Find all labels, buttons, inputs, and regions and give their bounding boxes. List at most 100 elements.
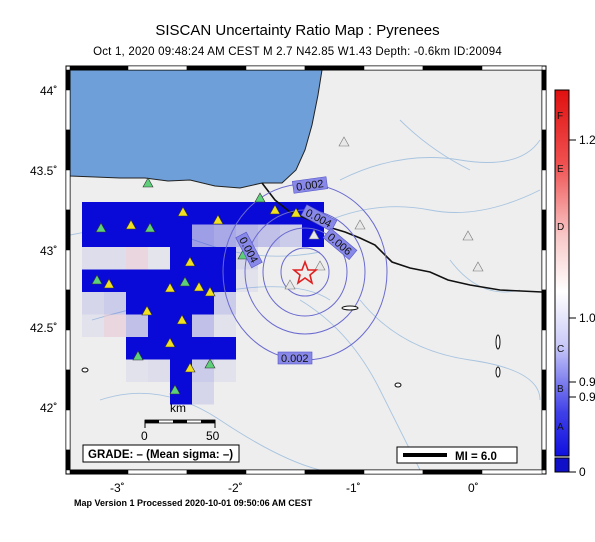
grid-cell bbox=[214, 224, 236, 247]
grid-cell bbox=[82, 269, 104, 292]
scale-end: 50 bbox=[206, 429, 220, 443]
grid-cell bbox=[170, 292, 192, 315]
station-triangle-icon bbox=[176, 314, 188, 325]
frame-segment bbox=[245, 65, 306, 71]
station-triangle-icon bbox=[125, 219, 137, 230]
frame-segment bbox=[65, 69, 71, 91]
station-triangle-icon bbox=[308, 229, 320, 240]
station-triangle-icon bbox=[254, 192, 266, 203]
grid-cell bbox=[170, 337, 192, 360]
grade-box: GRADE: – (Mean sigma: –) bbox=[82, 444, 240, 463]
lon-minus-3: -3˚ bbox=[110, 481, 125, 495]
grid-cell bbox=[104, 269, 126, 292]
frame-segment bbox=[69, 469, 129, 475]
mi-text: MI = 6.0 bbox=[455, 451, 497, 463]
colorbar-value-2: 1.0 bbox=[579, 311, 595, 325]
frame-segment bbox=[541, 169, 547, 211]
grid-cell bbox=[170, 224, 192, 247]
station-triangle-icon bbox=[95, 222, 107, 233]
map-frame bbox=[65, 65, 547, 475]
lon-labels: -3˚ -2˚ -1˚ 0˚ bbox=[110, 481, 479, 495]
frame-segment bbox=[304, 65, 365, 71]
grid-cell bbox=[170, 314, 192, 337]
frame-segment bbox=[65, 169, 71, 211]
frame-segment bbox=[245, 469, 306, 475]
mi-box: MI = 6.0 bbox=[396, 446, 518, 464]
grid-cell bbox=[104, 224, 126, 247]
station-triangle-icon bbox=[314, 260, 326, 271]
station-triangle-icon bbox=[462, 230, 474, 241]
grid-cell bbox=[126, 269, 148, 292]
grid-cell bbox=[192, 292, 214, 315]
frame-segment bbox=[541, 409, 547, 451]
frame-segment bbox=[541, 129, 547, 171]
footer-note: Map Version 1 Processed 2020-10-01 09:50… bbox=[74, 498, 313, 508]
frame-segment bbox=[541, 209, 547, 251]
station-triangle-icon bbox=[269, 204, 281, 215]
grid-cell bbox=[214, 314, 236, 337]
frame-segment bbox=[65, 449, 71, 471]
colorbar-value-4: 0.9 bbox=[579, 390, 595, 404]
station-triangle-icon bbox=[132, 350, 144, 361]
grid-cell bbox=[126, 202, 148, 225]
grid-cell bbox=[148, 359, 170, 382]
grid-cell bbox=[82, 247, 104, 270]
frame-segment bbox=[363, 469, 424, 475]
frame-segment bbox=[186, 65, 247, 71]
frame-segment bbox=[65, 289, 71, 331]
contour-label-1: 0.002 bbox=[295, 178, 324, 194]
grid-cell bbox=[214, 359, 236, 382]
frame-segment bbox=[304, 469, 365, 475]
frame-segment bbox=[541, 329, 547, 371]
grid-cell bbox=[236, 269, 258, 292]
frame-segment bbox=[69, 65, 129, 71]
grid-cell bbox=[148, 269, 170, 292]
grade-letter-f: F bbox=[557, 111, 563, 122]
grade-letter-a: A bbox=[557, 422, 564, 433]
station-triangle-icon bbox=[164, 337, 176, 348]
grid-cell bbox=[214, 337, 236, 360]
grid-cell bbox=[192, 224, 214, 247]
frame-segment bbox=[422, 65, 483, 71]
lon-0: 0˚ bbox=[468, 481, 479, 495]
grid-cell bbox=[236, 202, 258, 225]
grid-cell bbox=[126, 292, 148, 315]
station-triangle-icon bbox=[212, 214, 224, 225]
grid-cell bbox=[192, 314, 214, 337]
scale-start: 0 bbox=[141, 429, 148, 443]
epicenter-star-icon bbox=[291, 259, 319, 285]
station-triangle-icon bbox=[338, 136, 350, 147]
lat-43-5: 43.5˚ bbox=[30, 164, 57, 178]
colorbar-value-3: 0.9 bbox=[579, 375, 595, 389]
station-triangle-icon bbox=[144, 222, 156, 233]
frame-segment bbox=[65, 329, 71, 371]
colorbar-value-1: 1.2 bbox=[579, 133, 595, 147]
grid-cell bbox=[148, 314, 170, 337]
grid-cell bbox=[104, 292, 126, 315]
grid-cell bbox=[214, 292, 236, 315]
frame-segment bbox=[481, 65, 543, 71]
grid-cell bbox=[104, 247, 126, 270]
contour-label-5: 0.002 bbox=[281, 353, 309, 365]
frame-segment bbox=[541, 249, 547, 291]
frame-segment bbox=[127, 65, 188, 71]
frame-segment bbox=[65, 129, 71, 171]
station-triangle-icon bbox=[204, 286, 216, 297]
colorbar-value-5: 0 bbox=[579, 465, 586, 479]
frame-segment bbox=[422, 469, 483, 475]
frame-segment bbox=[65, 369, 71, 411]
grid-cell bbox=[126, 247, 148, 270]
grid-cell bbox=[126, 224, 148, 247]
station-triangle-icon bbox=[184, 256, 196, 267]
lat-42: 42˚ bbox=[40, 401, 57, 415]
frame-segment bbox=[65, 249, 71, 291]
station-triangle-icon bbox=[141, 305, 153, 316]
grid-cell bbox=[82, 292, 104, 315]
grid-cell bbox=[192, 202, 214, 225]
station-triangle-icon bbox=[290, 207, 302, 218]
lat-42-5: 42.5˚ bbox=[30, 321, 57, 335]
grid-cell bbox=[82, 314, 104, 337]
grid-cell bbox=[126, 314, 148, 337]
station-triangle-icon bbox=[169, 384, 181, 395]
